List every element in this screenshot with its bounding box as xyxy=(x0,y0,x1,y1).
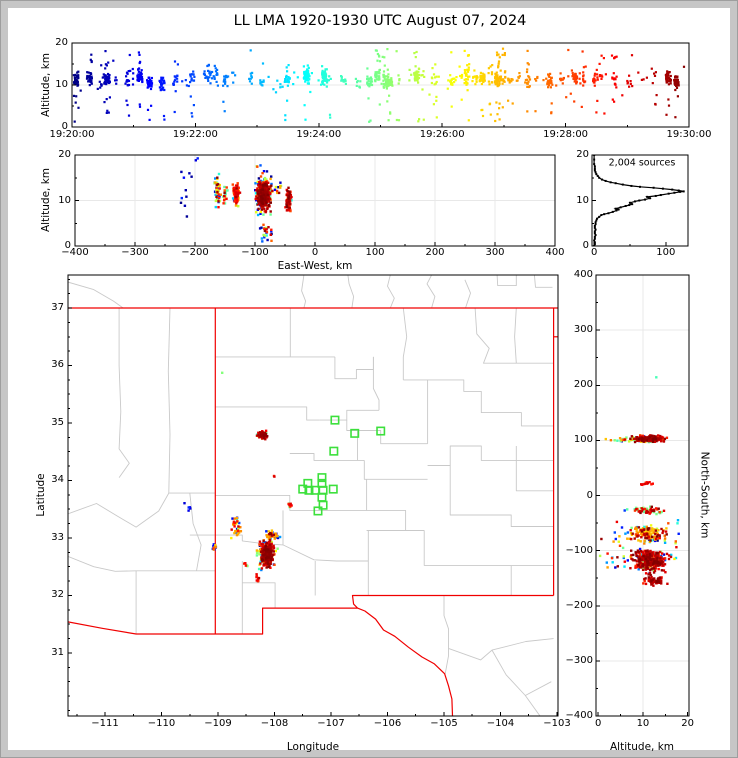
map-county-lines xyxy=(68,275,554,716)
hist-panel-axes xyxy=(591,154,689,247)
altitude-histogram-line xyxy=(593,155,685,246)
ew-altitude-points xyxy=(179,157,293,243)
figure-background xyxy=(8,8,730,750)
time-panel-axes xyxy=(71,42,690,128)
map-source-points xyxy=(183,371,293,583)
map-station-markers xyxy=(298,415,386,516)
ew-panel-axes xyxy=(74,154,556,247)
time-altitude-points xyxy=(72,47,686,123)
ns-altitude-points xyxy=(598,376,680,587)
ns-panel-axes xyxy=(595,274,690,717)
map-panel-axes xyxy=(67,274,559,717)
map-state-borders xyxy=(68,307,558,716)
